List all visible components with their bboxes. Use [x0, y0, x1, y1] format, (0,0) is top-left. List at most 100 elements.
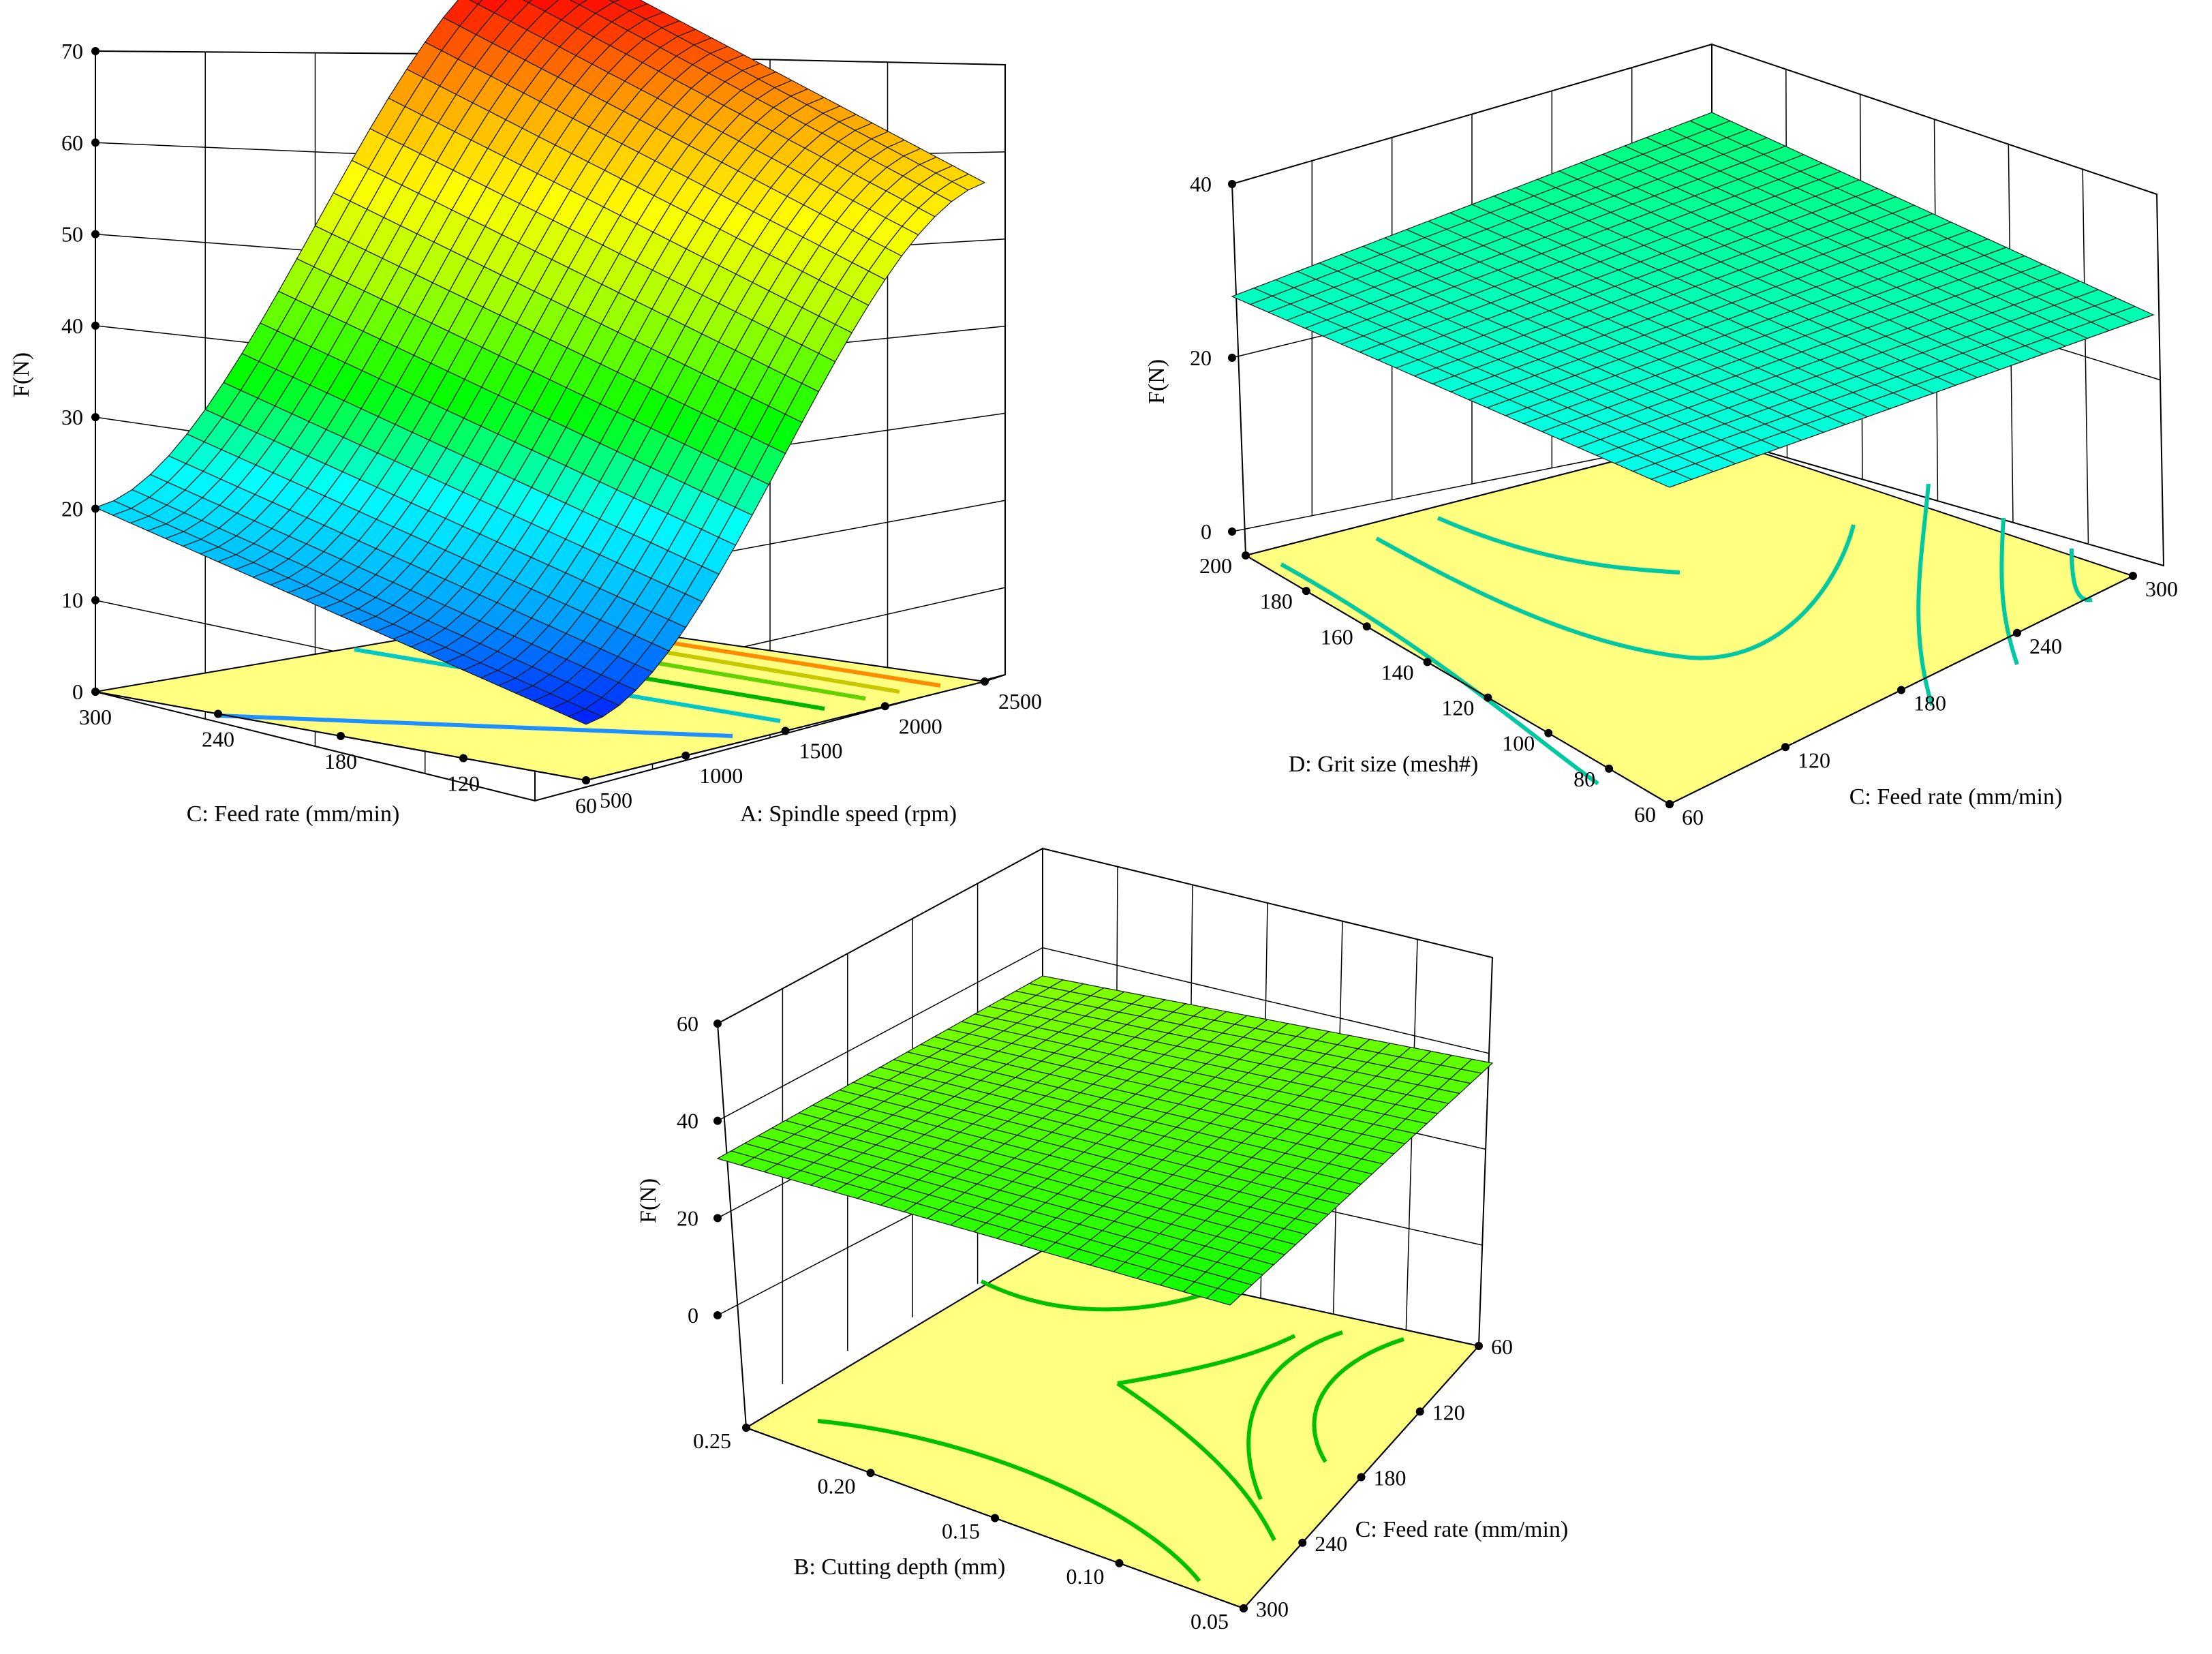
x-tick-label: 140 [1381, 660, 1414, 684]
y-axis-label: A: Spindle speed (rpm) [740, 801, 957, 827]
x-tick-label: 80 [1573, 767, 1595, 791]
x-tick-mark [866, 1469, 875, 1477]
z-tick-mark [1228, 354, 1236, 362]
y-tick-mark [781, 726, 790, 735]
y-tick-mark [1415, 1407, 1424, 1416]
surface-cell [1205, 1287, 1242, 1306]
y-tick-label: 300 [2145, 577, 2178, 601]
y-tick-mark [1240, 1604, 1248, 1612]
response-surface [94, 0, 986, 725]
z-tick-mark [91, 596, 99, 604]
y-tick-mark [681, 751, 690, 760]
y-tick-label: 1500 [799, 739, 843, 763]
y-tick-mark [1665, 800, 1674, 808]
x-axis-label: C: Feed rate (mm/min) [187, 801, 400, 827]
y-tick-label: 300 [1256, 1597, 1289, 1621]
z-tick-label: 30 [61, 405, 83, 429]
x-axis-ticks: 200 180 160 140 120 100 80 60 [1199, 551, 1674, 827]
x-tick-label: 0.20 [818, 1473, 856, 1498]
x-tick-label: 0.15 [942, 1519, 980, 1544]
y-tick-label: 2500 [998, 689, 1042, 714]
x-tick-label: 100 [1502, 731, 1535, 756]
x-tick-mark [991, 1514, 999, 1522]
z-tick-mark [91, 47, 99, 55]
y-tick-mark [582, 776, 590, 784]
x-tick-label: 0.25 [693, 1428, 731, 1453]
z-tick-mark [91, 504, 99, 513]
z-tick-label: 40 [1190, 172, 1212, 196]
x-tick-mark [742, 1424, 750, 1432]
x-tick-label: 60 [1634, 802, 1656, 827]
y-tick-label: 240 [2029, 634, 2062, 658]
z-tick-mark [91, 321, 99, 330]
x-axis-label: D: Grit size (mesh#) [1289, 752, 1479, 777]
chart-force-vs-feedrate-spindlespeed: 0 10 20 30 40 50 60 70 300 240 180 120 60 500 1000 15… [9, 0, 1042, 827]
z-tick-label: 20 [61, 496, 83, 521]
x-tick-mark [1484, 693, 1492, 702]
x-tick-label: 160 [1321, 624, 1353, 649]
chart-force-vs-cuttingdepth-feedrate: 0 20 40 60 0.25 0.20 0.15 0.10 0.05 300 240 180 12… [636, 847, 1569, 1634]
x-tick-mark [459, 754, 467, 763]
y-tick-mark [880, 702, 889, 711]
response-surface [716, 975, 1494, 1306]
x-tick-mark [1302, 587, 1310, 596]
x-tick-mark [1242, 551, 1250, 560]
x-tick-mark [337, 732, 345, 740]
x-tick-mark [1362, 622, 1371, 631]
y-axis-ticks: 500 1000 1500 2000 2500 [582, 677, 1042, 812]
y-axis-ticks: 60 120 180 240 300 [1665, 572, 2178, 829]
z-tick-label: 50 [61, 222, 83, 247]
y-tick-label: 1000 [699, 763, 743, 788]
y-tick-label: 120 [1798, 748, 1830, 772]
y-tick-mark [981, 677, 989, 686]
y-tick-label: 180 [1914, 691, 1946, 716]
z-tick-mark [91, 230, 99, 239]
z-axis-label: F(N) [1144, 359, 1169, 404]
z-tick-label: 0 [1201, 519, 1212, 544]
y-tick-label: 180 [1374, 1466, 1407, 1490]
x-tick-mark [1423, 658, 1432, 667]
z-tick-mark [1228, 527, 1236, 536]
wall-gridline [717, 848, 1493, 1024]
z-tick-mark [713, 1020, 722, 1028]
z-tick-mark [91, 413, 99, 422]
surface-cell [567, 708, 604, 725]
y-tick-mark [1897, 686, 1905, 694]
y-tick-mark [1475, 1342, 1483, 1350]
y-tick-label: 60 [1491, 1334, 1513, 1359]
z-tick-mark [713, 1116, 722, 1125]
z-tick-label: 0 [688, 1303, 698, 1328]
z-tick-label: 60 [61, 130, 83, 155]
x-tick-label: 240 [202, 727, 234, 752]
y-tick-label: 500 [600, 788, 632, 812]
x-tick-mark [214, 709, 222, 718]
x-tick-mark [1605, 764, 1614, 773]
y-axis-label: C: Feed rate (mm/min) [1355, 1517, 1569, 1542]
z-tick-mark [713, 1214, 722, 1223]
z-tick-label: 60 [677, 1011, 698, 1036]
x-tick-label: 200 [1199, 553, 1232, 578]
wall-gridline [95, 674, 1006, 801]
x-axis-label: B: Cutting depth (mm) [794, 1555, 1006, 1580]
y-tick-label: 120 [1432, 1400, 1465, 1424]
wall-gridline [717, 947, 1490, 1122]
y-tick-mark [1357, 1473, 1366, 1482]
x-tick-label: 180 [324, 749, 357, 774]
x-tick-label: 60 [575, 793, 597, 818]
x-tick-label: 300 [79, 705, 112, 729]
y-tick-mark [2013, 628, 2021, 637]
x-tick-mark [1544, 729, 1553, 737]
x-tick-label: 180 [1260, 589, 1293, 613]
z-axis-ticks: 0 20 40 60 [677, 1011, 722, 1328]
y-tick-mark [1781, 743, 1789, 752]
z-tick-label: 20 [1190, 346, 1212, 370]
y-tick-label: 2000 [899, 714, 942, 738]
z-tick-mark [1228, 180, 1236, 188]
y-axis-ticks: 300 240 180 120 60 [1240, 1334, 1513, 1621]
x-tick-label: 0.05 [1191, 1609, 1229, 1634]
z-tick-mark [91, 138, 99, 147]
z-tick-label: 40 [677, 1109, 698, 1133]
response-surface [1231, 112, 2155, 488]
z-axis-ticks: 0 10 20 30 40 50 60 70 [61, 39, 99, 704]
